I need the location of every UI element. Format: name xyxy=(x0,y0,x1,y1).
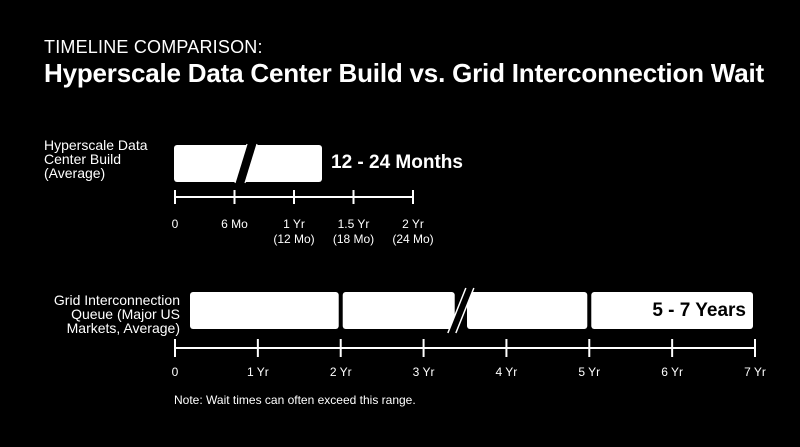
grid-bar-segment xyxy=(467,292,588,329)
hyperscale-label-line: Center Build xyxy=(44,151,122,167)
grid-label-line: Grid Interconnection xyxy=(53,292,180,308)
grid-bar-break-edge xyxy=(447,287,467,334)
grid-bar-segment xyxy=(342,292,455,329)
hyperscale-tick-sublabel: (24 Mo) xyxy=(392,232,433,246)
grid-bar-segment xyxy=(591,292,753,329)
hyperscale-tick-label: 6 Mo xyxy=(221,217,248,231)
grid-tick-label: 7 Yr xyxy=(744,365,766,379)
chart-title: Hyperscale Data Center Build vs. Grid In… xyxy=(44,58,764,88)
hyperscale-label-line: Hyperscale Data xyxy=(44,137,148,153)
hyperscale-bar-break xyxy=(235,143,257,184)
grid-bar-segment xyxy=(190,292,339,329)
grid-tick-label: 0 xyxy=(172,365,179,379)
grid-timeline: 0 1 Yr 2 Yr 3 Yr 4 Yr 5 Yr 6 Yr 7 Yr xyxy=(172,287,766,379)
grid-tick-label: 1 Yr xyxy=(247,365,269,379)
hyperscale-range-label: 12 - 24 Months xyxy=(331,152,463,173)
hyperscale-timeline: 0 6 Mo 1 Yr(12 Mo) 1.5 Yr(18 Mo) 2 Yr(24 Mo) xyxy=(172,143,434,246)
chart-eyebrow: TIMELINE COMPARISON: xyxy=(44,37,263,57)
hyperscale-bar-break-edge xyxy=(234,143,248,184)
grid-tick-label: 2 Yr xyxy=(330,365,352,379)
grid-label-line: Markets, Average) xyxy=(66,320,180,336)
grid-label-line: Queue (Major US xyxy=(71,306,180,322)
footnote: Note: Wait times can often exceed this r… xyxy=(174,393,416,407)
grid-bar-break xyxy=(447,288,474,333)
hyperscale-tick-sublabel: (12 Mo) xyxy=(273,232,314,246)
grid-tick-label: 4 Yr xyxy=(496,365,518,379)
grid-tick-label: 5 Yr xyxy=(578,365,600,379)
hyperscale-label-line: (Average) xyxy=(44,165,106,181)
grid-row-label: Grid Interconnection Queue (Major US Mar… xyxy=(20,293,180,335)
grid-tick-label: 3 Yr xyxy=(413,365,435,379)
hyperscale-bar-break-edge xyxy=(244,143,258,184)
hyperscale-row-label: Hyperscale Data Center Build (Average) xyxy=(44,138,174,180)
grid-bar-break-edge xyxy=(455,287,475,334)
grid-tick-label: 6 Yr xyxy=(661,365,683,379)
hyperscale-tick-label: 2 Yr xyxy=(402,217,424,231)
hyperscale-tick-sublabel: (18 Mo) xyxy=(333,232,374,246)
grid-range-label: 5 - 7 Years xyxy=(652,300,746,321)
hyperscale-tick-label: 1 Yr xyxy=(283,217,305,231)
hyperscale-tick-label: 0 xyxy=(172,217,179,231)
hyperscale-tick-label: 1.5 Yr xyxy=(338,217,370,231)
